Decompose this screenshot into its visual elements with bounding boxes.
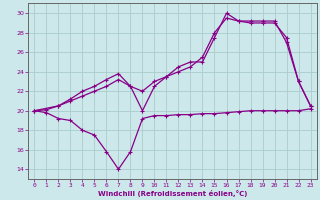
X-axis label: Windchill (Refroidissement éolien,°C): Windchill (Refroidissement éolien,°C) — [98, 190, 247, 197]
